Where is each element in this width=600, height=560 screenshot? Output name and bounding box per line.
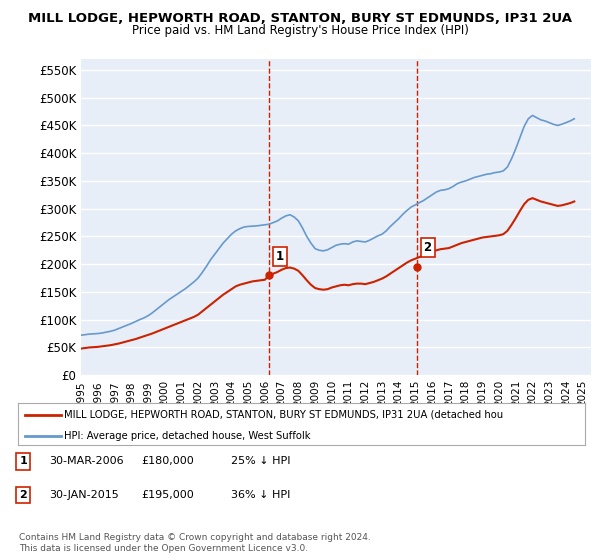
Text: 30-MAR-2006: 30-MAR-2006 — [49, 456, 124, 466]
Text: 2: 2 — [424, 241, 431, 254]
Text: HPI: Average price, detached house, West Suffolk: HPI: Average price, detached house, West… — [64, 431, 311, 441]
Text: £195,000: £195,000 — [141, 490, 194, 500]
Text: Price paid vs. HM Land Registry's House Price Index (HPI): Price paid vs. HM Land Registry's House … — [131, 24, 469, 37]
Text: Contains HM Land Registry data © Crown copyright and database right 2024.
This d: Contains HM Land Registry data © Crown c… — [19, 533, 371, 553]
Text: 2: 2 — [19, 490, 27, 500]
Text: £180,000: £180,000 — [141, 456, 194, 466]
Text: 30-JAN-2015: 30-JAN-2015 — [49, 490, 119, 500]
Text: MILL LODGE, HEPWORTH ROAD, STANTON, BURY ST EDMUNDS, IP31 2UA: MILL LODGE, HEPWORTH ROAD, STANTON, BURY… — [28, 12, 572, 25]
Text: 36% ↓ HPI: 36% ↓ HPI — [231, 490, 290, 500]
Text: 1: 1 — [276, 250, 284, 263]
Text: 1: 1 — [19, 456, 27, 466]
Text: MILL LODGE, HEPWORTH ROAD, STANTON, BURY ST EDMUNDS, IP31 2UA (detached hou: MILL LODGE, HEPWORTH ROAD, STANTON, BURY… — [64, 409, 503, 419]
Text: 25% ↓ HPI: 25% ↓ HPI — [231, 456, 290, 466]
